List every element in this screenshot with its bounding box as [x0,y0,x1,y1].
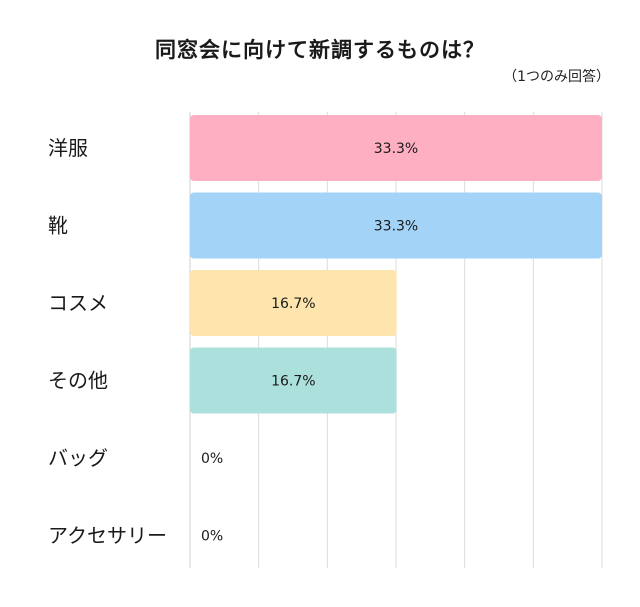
bar [190,192,602,259]
data-label: 0% [201,451,223,467]
chart-subtitle: （1つのみ回答） [503,69,610,85]
chart-title: 同窓会に向けて新調するものは？ [155,38,485,62]
bar [190,115,602,181]
bar [190,270,397,336]
category-label: アクセサリー [48,524,167,548]
bar [190,347,397,414]
data-label: 33.3% [374,141,418,157]
category-label: 洋服 [48,136,88,160]
category-label: その他 [48,369,108,393]
category-label: 靴 [48,214,68,238]
data-label: 16.7% [271,296,315,312]
category-label: コスメ [48,291,108,315]
category-label: バッグ [48,446,108,470]
data-label: 33.3% [374,219,418,235]
data-label: 0% [201,529,223,545]
data-label: 16.7% [271,374,315,390]
